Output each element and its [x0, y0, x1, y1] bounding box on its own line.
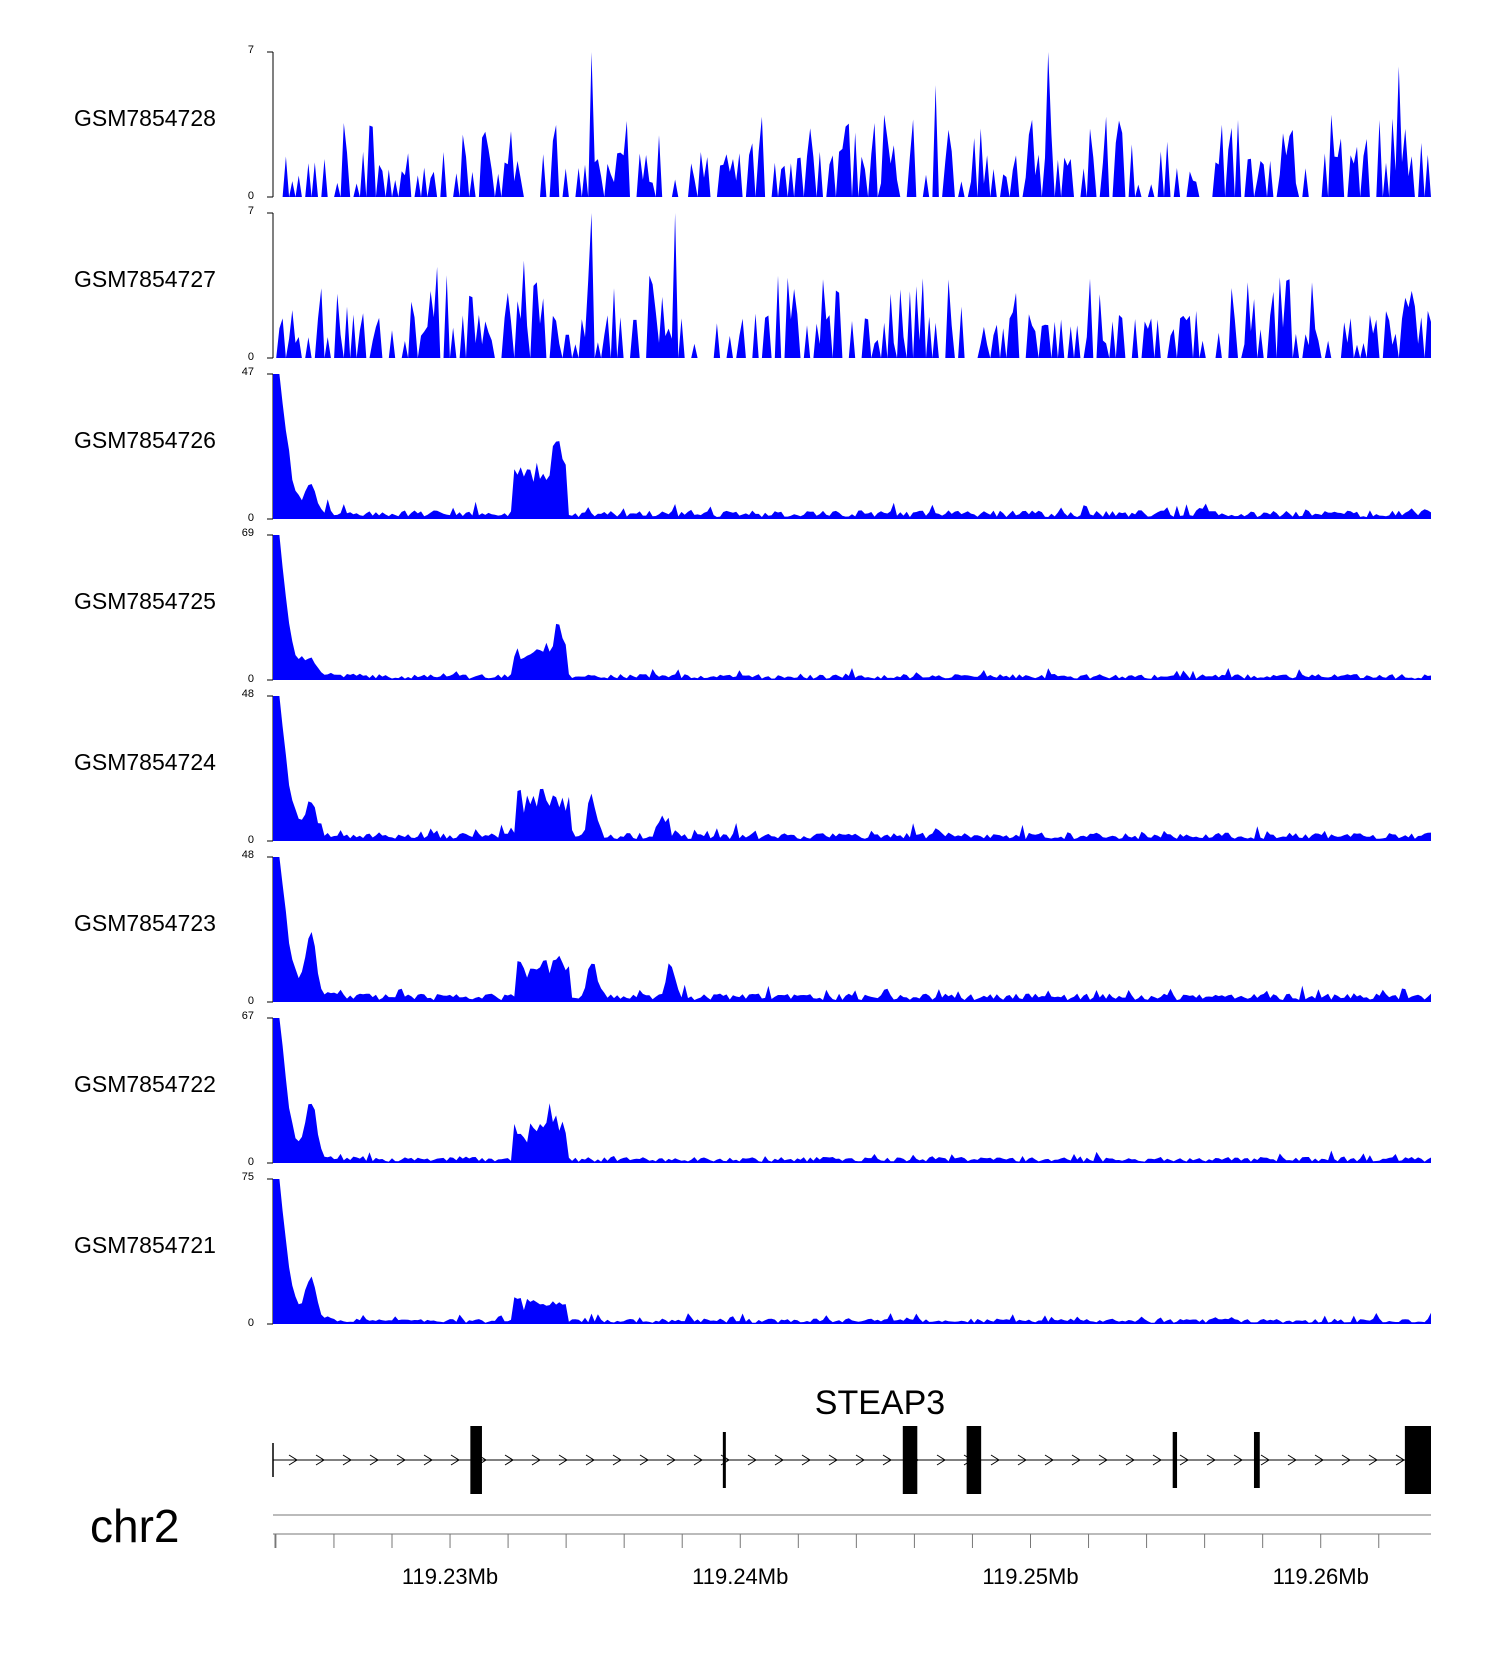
- strand-arrow: [693, 1454, 703, 1466]
- y-axis-min-label: 0: [248, 1156, 254, 1168]
- strand-arrow: [990, 1454, 1000, 1466]
- gene-exon: [966, 1426, 982, 1494]
- strand-arrow: [1395, 1454, 1405, 1466]
- strand-arrow: [774, 1454, 784, 1466]
- strand-arrow: [801, 1454, 811, 1466]
- coverage-area: [273, 52, 1431, 197]
- strand-arrow: [1125, 1454, 1135, 1466]
- gene-annotation-track: STEAP3: [272, 1384, 1431, 1494]
- strand-arrow: [585, 1454, 595, 1466]
- strand-arrow: [639, 1454, 649, 1466]
- genome-tick-label: 119.24Mb: [692, 1564, 788, 1589]
- coverage-area: [273, 374, 1431, 519]
- track-label: GSM7854728: [74, 105, 216, 131]
- track-GSM7854724: GSM7854724 48 0: [74, 688, 1431, 846]
- y-axis-min-label: 0: [248, 995, 254, 1007]
- y-axis-max-label: 69: [242, 527, 254, 539]
- strand-arrow: [342, 1454, 352, 1466]
- strand-arrow: [423, 1454, 433, 1466]
- strand-arrow: [288, 1454, 298, 1466]
- strand-arrow: [1152, 1454, 1162, 1466]
- coverage-tracks: GSM785472870GSM785472770GSM7854726470GSM…: [74, 44, 1431, 1329]
- strand-arrow: [828, 1454, 838, 1466]
- track-label: GSM7854724: [74, 749, 216, 775]
- y-axis-min-label: 0: [248, 834, 254, 846]
- y-axis-min-label: 0: [248, 351, 254, 363]
- track-label: GSM7854723: [74, 910, 216, 936]
- strand-arrow: [666, 1454, 676, 1466]
- strand-arrow: [1260, 1454, 1270, 1466]
- strand-arrow: [855, 1454, 865, 1466]
- genome-tick-label: 119.25Mb: [982, 1564, 1078, 1589]
- gene-exon: [470, 1426, 482, 1494]
- gene-exon: [1253, 1432, 1260, 1488]
- track-GSM7854728: GSM7854728 7 0: [74, 44, 1431, 202]
- strand-arrow: [1179, 1454, 1189, 1466]
- coverage-area: [273, 535, 1431, 680]
- track-label: GSM7854726: [74, 427, 216, 453]
- strand-arrow: [1368, 1454, 1378, 1466]
- strand-arrow: [315, 1454, 325, 1466]
- strand-arrow: [1098, 1454, 1108, 1466]
- strand-arrow: [1233, 1454, 1243, 1466]
- genome-axis: chr2 119.23Mb 119.24Mb 119.25Mb 119.26Mb: [90, 1500, 1431, 1589]
- gene-label: STEAP3: [815, 1384, 945, 1422]
- track-GSM7854726: GSM7854726 47 0: [74, 366, 1431, 524]
- gene-exon: [902, 1426, 918, 1494]
- coverage-area: [273, 1018, 1431, 1163]
- track-GSM7854723: GSM7854723 48 0: [74, 849, 1431, 1007]
- strand-arrow: [936, 1454, 946, 1466]
- y-axis-max-label: 7: [248, 44, 254, 56]
- strand-arrow: [1287, 1454, 1297, 1466]
- track-GSM7854722: GSM7854722 67 0: [74, 1010, 1431, 1168]
- chromosome-label: chr2: [90, 1500, 179, 1552]
- coverage-area: [273, 1179, 1431, 1324]
- gene-exon: [722, 1432, 726, 1488]
- y-axis-min-label: 0: [248, 190, 254, 202]
- track-GSM7854725: GSM7854725 69 0: [74, 527, 1431, 685]
- strand-arrow: [396, 1454, 406, 1466]
- genome-tick-label: 119.23Mb: [402, 1564, 498, 1589]
- strand-arrow: [747, 1454, 757, 1466]
- coverage-area: [273, 857, 1431, 1002]
- track-GSM7854727: GSM7854727 7 0: [74, 205, 1431, 363]
- track-GSM7854721: GSM7854721 75 0: [74, 1171, 1431, 1329]
- strand-arrow: [504, 1454, 514, 1466]
- strand-arrow: [558, 1454, 568, 1466]
- strand-arrow: [612, 1454, 622, 1466]
- y-axis-max-label: 48: [242, 849, 254, 861]
- coverage-area: [273, 696, 1431, 841]
- gene-exon: [1404, 1426, 1431, 1494]
- y-axis-max-label: 75: [242, 1171, 254, 1183]
- strand-arrow: [882, 1454, 892, 1466]
- strand-arrow: [1044, 1454, 1054, 1466]
- strand-arrow: [1206, 1454, 1216, 1466]
- track-label: GSM7854721: [74, 1232, 216, 1258]
- gene-exon: [1172, 1432, 1178, 1488]
- strand-arrow: [1341, 1454, 1351, 1466]
- genome-tick-label: 119.26Mb: [1273, 1564, 1369, 1589]
- y-axis-max-label: 67: [242, 1010, 254, 1022]
- strand-arrow: [1071, 1454, 1081, 1466]
- strand-arrow: [450, 1454, 460, 1466]
- track-label: GSM7854722: [74, 1071, 216, 1097]
- y-axis-min-label: 0: [248, 512, 254, 524]
- strand-arrow: [369, 1454, 379, 1466]
- strand-arrow: [1314, 1454, 1324, 1466]
- coverage-area: [273, 213, 1431, 358]
- track-label: GSM7854725: [74, 588, 216, 614]
- y-axis-min-label: 0: [248, 1317, 254, 1329]
- y-axis-max-label: 48: [242, 688, 254, 700]
- y-axis-max-label: 47: [242, 366, 254, 378]
- strand-arrow: [531, 1454, 541, 1466]
- strand-arrow: [1017, 1454, 1027, 1466]
- y-axis-min-label: 0: [248, 673, 254, 685]
- track-label: GSM7854727: [74, 266, 216, 292]
- y-axis-max-label: 7: [248, 205, 254, 217]
